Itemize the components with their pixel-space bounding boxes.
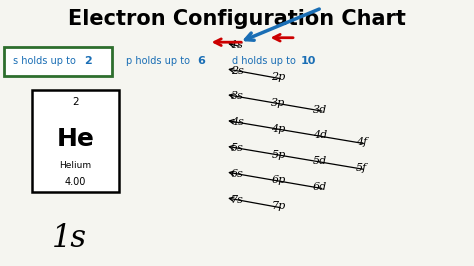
Text: 1s: 1s (230, 40, 244, 50)
Text: 4s: 4s (230, 117, 244, 127)
Text: 1s: 1s (52, 223, 87, 254)
Text: d holds up to: d holds up to (232, 56, 299, 66)
Text: Electron Configuration Chart: Electron Configuration Chart (68, 9, 406, 29)
Text: 4.00: 4.00 (65, 177, 86, 187)
Text: p holds up to: p holds up to (126, 56, 193, 66)
Text: 3s: 3s (230, 92, 244, 101)
Text: 5f: 5f (356, 163, 367, 173)
Text: 6s: 6s (230, 169, 244, 179)
Text: 5d: 5d (313, 156, 327, 166)
Text: 4f: 4f (356, 137, 367, 147)
Text: 6d: 6d (313, 182, 327, 192)
Text: s holds up to: s holds up to (13, 56, 79, 66)
Text: 7s: 7s (230, 195, 244, 205)
Text: 6: 6 (197, 56, 205, 66)
Text: 10: 10 (301, 56, 316, 66)
Text: Helium: Helium (60, 161, 91, 171)
Text: 5p: 5p (271, 149, 286, 160)
Text: 6p: 6p (271, 175, 286, 185)
Text: 7p: 7p (271, 201, 286, 211)
FancyBboxPatch shape (4, 47, 112, 76)
Text: 5s: 5s (230, 143, 244, 153)
Text: 2p: 2p (271, 72, 286, 82)
Text: 3p: 3p (271, 98, 286, 108)
Text: 4d: 4d (313, 130, 327, 140)
Text: 4p: 4p (271, 124, 286, 134)
Text: 2: 2 (73, 97, 79, 107)
Text: 2: 2 (84, 56, 91, 66)
Text: 3d: 3d (313, 105, 327, 115)
FancyBboxPatch shape (32, 90, 119, 192)
Text: He: He (57, 127, 94, 151)
Text: 2s: 2s (230, 66, 244, 76)
